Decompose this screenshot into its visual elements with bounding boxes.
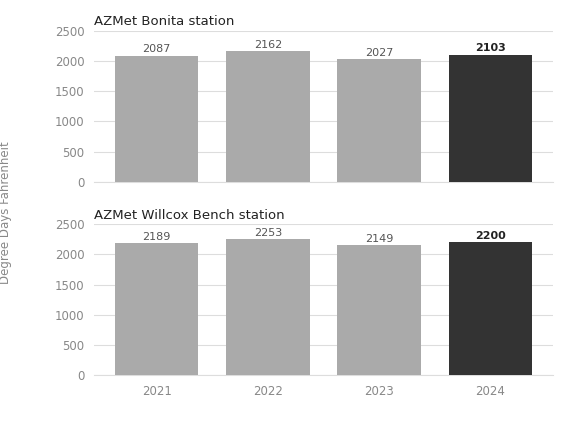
- Text: Degree Days Fahrenheit: Degree Days Fahrenheit: [0, 141, 12, 285]
- Text: 2253: 2253: [254, 228, 282, 238]
- Text: 2162: 2162: [254, 40, 282, 50]
- Text: 2087: 2087: [143, 44, 171, 55]
- Bar: [449, 55, 532, 182]
- Bar: [115, 55, 198, 182]
- Text: 2027: 2027: [365, 48, 394, 58]
- Text: AZMet Bonita station: AZMet Bonita station: [94, 15, 235, 28]
- Text: 2200: 2200: [475, 231, 506, 241]
- Bar: [115, 243, 198, 375]
- Bar: [226, 239, 310, 375]
- Text: 2149: 2149: [365, 234, 394, 245]
- Text: 2189: 2189: [143, 232, 171, 242]
- Bar: [449, 242, 532, 375]
- Text: 2103: 2103: [475, 43, 506, 54]
- Bar: [337, 245, 421, 375]
- Bar: [226, 51, 310, 182]
- Bar: [337, 59, 421, 182]
- Text: AZMet Willcox Bench station: AZMet Willcox Bench station: [94, 209, 285, 222]
